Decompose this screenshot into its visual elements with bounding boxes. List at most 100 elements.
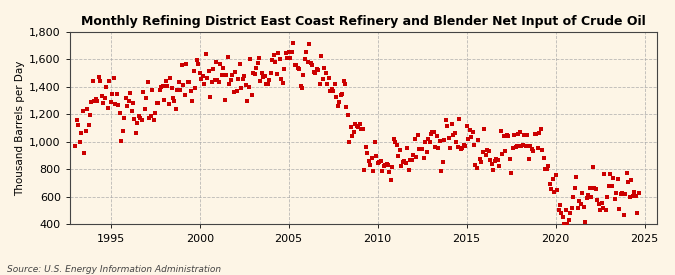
Point	[437, 160, 448, 164]
Point	[445, 145, 456, 150]
Point	[111, 92, 122, 97]
Point	[271, 72, 282, 76]
Point	[550, 173, 561, 177]
Point	[494, 163, 505, 168]
Point	[602, 195, 613, 200]
Point	[337, 92, 348, 96]
Point	[89, 99, 100, 103]
Point	[180, 93, 190, 98]
Point	[356, 127, 367, 131]
Point	[585, 186, 595, 191]
Point	[115, 139, 126, 144]
Point	[450, 131, 460, 135]
Point	[184, 80, 194, 84]
Point	[377, 169, 387, 173]
Point	[595, 208, 605, 213]
Point	[616, 192, 626, 196]
Point	[461, 124, 472, 129]
Point	[295, 84, 306, 88]
Point	[477, 150, 488, 154]
Point	[618, 213, 629, 217]
Point	[427, 130, 438, 134]
Point	[250, 65, 261, 70]
Point	[455, 147, 466, 151]
Point	[540, 167, 551, 172]
Point	[165, 76, 176, 81]
Point	[468, 142, 479, 147]
Point	[120, 96, 131, 100]
Point	[296, 86, 307, 90]
Point	[414, 147, 425, 151]
Point	[304, 42, 315, 46]
Point	[113, 103, 124, 108]
Point	[145, 114, 156, 119]
Point	[219, 98, 230, 102]
Point	[448, 133, 458, 138]
Point	[225, 78, 236, 83]
Point	[322, 81, 333, 86]
Point	[248, 71, 259, 76]
Point	[398, 160, 408, 164]
Point	[435, 139, 446, 143]
Point	[429, 130, 439, 134]
Point	[288, 41, 298, 45]
Point	[597, 205, 608, 210]
Point	[90, 97, 101, 101]
Point	[347, 134, 358, 138]
Point	[577, 190, 588, 195]
Point	[301, 50, 312, 54]
Point	[587, 165, 598, 169]
Point	[117, 129, 128, 133]
Point	[86, 100, 97, 104]
Point	[583, 193, 593, 197]
Point	[123, 99, 134, 103]
Point	[325, 89, 335, 94]
Point	[82, 107, 92, 111]
Point	[160, 79, 171, 84]
Point	[593, 202, 604, 207]
Point	[559, 222, 570, 227]
Point	[319, 66, 329, 71]
Point	[326, 87, 337, 92]
Point	[191, 57, 202, 62]
Point	[126, 109, 137, 113]
Point	[452, 145, 463, 149]
Point	[122, 103, 132, 108]
Point	[136, 118, 147, 122]
Point	[286, 50, 297, 54]
Point	[346, 125, 356, 129]
Point	[562, 222, 573, 227]
Point	[306, 60, 317, 65]
Point	[228, 90, 239, 94]
Point	[359, 168, 370, 173]
Point	[255, 79, 266, 83]
Point	[491, 157, 502, 161]
Point	[430, 145, 441, 149]
Point	[547, 177, 558, 182]
Point	[568, 194, 578, 199]
Point	[110, 102, 121, 106]
Point	[162, 84, 173, 88]
Point	[238, 76, 248, 81]
Point	[76, 131, 86, 136]
Point	[243, 85, 254, 89]
Point	[525, 144, 536, 148]
Point	[307, 63, 318, 68]
Point	[218, 66, 229, 71]
Point	[114, 111, 125, 115]
Point	[483, 148, 494, 153]
Point	[236, 86, 246, 90]
Point	[343, 113, 354, 117]
Point	[617, 191, 628, 196]
Point	[298, 73, 309, 78]
Point	[159, 98, 169, 103]
Point	[249, 72, 260, 76]
Point	[273, 51, 284, 55]
Point	[574, 199, 585, 203]
Point	[549, 189, 560, 194]
Point	[188, 68, 199, 73]
Point	[433, 145, 444, 150]
Point	[393, 154, 404, 158]
Point	[516, 144, 527, 148]
Point	[446, 121, 457, 126]
